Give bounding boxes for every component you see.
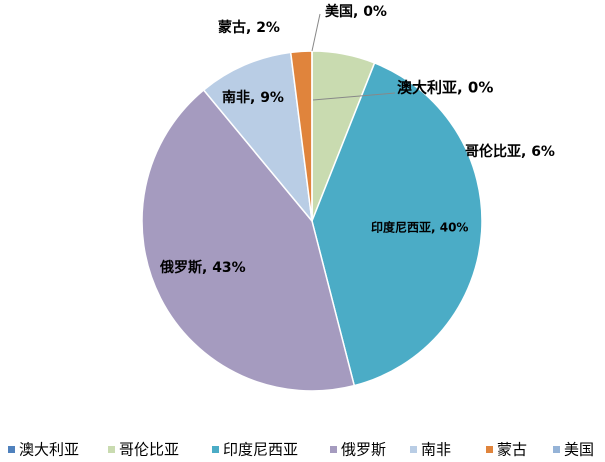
data-label: 印度尼西亚, 40% <box>371 220 468 235</box>
legend-swatch <box>410 446 417 453</box>
pie-slice <box>202 51 314 224</box>
legend-swatch <box>212 446 219 453</box>
legend-swatch <box>8 446 15 453</box>
pie-slice <box>141 88 356 392</box>
data-label: 哥伦比亚, 6% <box>465 143 555 160</box>
data-label: 蒙古, 2% <box>218 19 280 36</box>
legend-swatch <box>108 446 115 453</box>
legend-label: 澳大利亚 <box>19 441 79 459</box>
data-label: 美国, 0% <box>325 3 387 20</box>
legend-swatch <box>553 446 560 453</box>
data-label: 南非, 9% <box>222 89 284 106</box>
leader-line <box>311 13 321 52</box>
data-label: 俄罗斯, 43% <box>159 259 246 276</box>
legend-label: 美国 <box>564 441 594 459</box>
leader-line <box>312 92 396 101</box>
legend-label: 哥伦比亚 <box>119 441 179 459</box>
legend-label: 南非 <box>421 441 451 459</box>
legend-label: 印度尼西亚 <box>223 441 298 459</box>
data-label: 澳大利亚, 0% <box>397 79 493 97</box>
legend-label: 蒙古 <box>497 441 527 459</box>
pie-slice <box>311 61 483 387</box>
legend-swatch <box>486 446 493 453</box>
legend-swatch <box>330 446 337 453</box>
legend-label: 俄罗斯 <box>341 441 386 459</box>
